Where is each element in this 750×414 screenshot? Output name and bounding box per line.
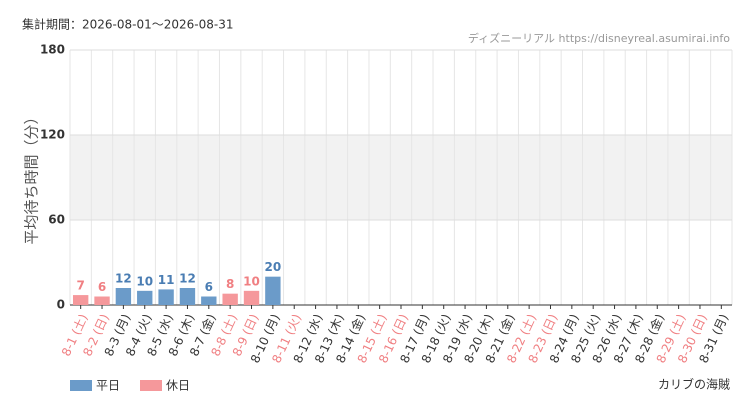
source: ディズニーリアル https://disneyreal.asumirai.inf… (468, 31, 730, 45)
legend-label: 平日 (96, 379, 120, 393)
y-tick-label: 180 (40, 43, 65, 57)
bar (72, 295, 89, 305)
value-label: 12 (179, 272, 196, 286)
bar (158, 289, 174, 305)
value-label: 6 (98, 280, 106, 294)
bar (137, 290, 153, 305)
legend-label: 休日 (166, 379, 190, 393)
bar (94, 296, 110, 305)
value-label: 10 (243, 274, 260, 288)
value-label: 12 (115, 272, 132, 286)
subtitle: 集計期間：2026-08-01～2026-08-31 (22, 17, 233, 32)
bar (222, 293, 238, 305)
attraction-name: カリブの海賊 (658, 377, 730, 392)
bar (265, 276, 281, 305)
legend-swatch (70, 380, 92, 391)
bar (201, 296, 217, 305)
y-tick-label: 0 (57, 298, 65, 312)
bar (243, 290, 260, 305)
value-label: 8 (226, 277, 234, 291)
bar (179, 288, 196, 305)
value-label: 7 (76, 279, 84, 293)
y-axis-label: 平均待ち時間（分） (23, 109, 41, 244)
value-label: 20 (265, 260, 282, 274)
bar (115, 288, 132, 305)
legend-swatch (140, 380, 162, 391)
value-label: 10 (136, 274, 153, 288)
y-tick-label: 60 (48, 213, 65, 227)
shaded-band (70, 135, 732, 220)
y-tick-label: 120 (40, 128, 65, 142)
value-label: 11 (158, 273, 175, 287)
value-label: 6 (205, 280, 213, 294)
